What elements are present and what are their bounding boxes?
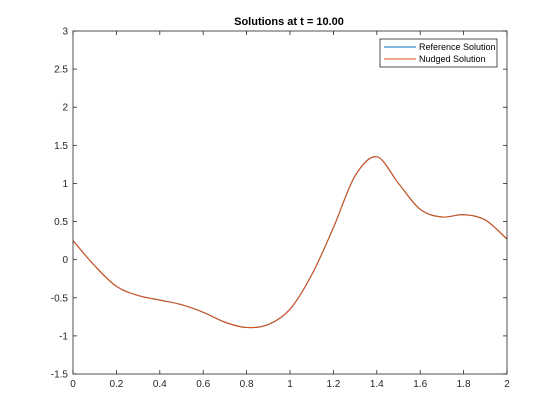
legend-label: Reference Solution <box>419 42 496 52</box>
chart-title: Solutions at t = 10.00 <box>234 16 344 28</box>
y-tick-label: 1 <box>62 179 68 190</box>
y-tick-label: 2 <box>62 103 68 114</box>
plot-area <box>73 31 507 374</box>
x-axis: 0 0.2 0.4 0.6 0.8 1 1.2 1.4 1.6 1.8 2 <box>70 31 510 390</box>
legend-label: Nudged Solution <box>419 54 486 64</box>
y-tick-label: 1.5 <box>54 141 68 152</box>
x-tick-label: 0.2 <box>109 379 123 390</box>
y-tick-label: -1.5 <box>51 370 69 381</box>
x-tick-label: 0.4 <box>153 379 167 390</box>
legend: Reference Solution Nudged Solution <box>379 38 498 68</box>
y-tick-label: -0.5 <box>51 293 69 304</box>
x-tick-label: 2 <box>504 379 510 390</box>
x-tick-label: 0.8 <box>240 379 254 390</box>
series-line-nudged <box>72 156 508 329</box>
y-tick-label: 0.5 <box>54 217 68 228</box>
curves-group <box>72 156 508 329</box>
x-tick-label: 1.6 <box>413 379 427 390</box>
y-tick-label: 0 <box>62 255 68 266</box>
x-tick-label: 0.6 <box>196 379 210 390</box>
x-tick-label: 1.2 <box>326 379 340 390</box>
y-tick-label: -1 <box>59 331 68 342</box>
x-tick-label: 1 <box>287 379 293 390</box>
x-tick-label: 1.8 <box>457 379 471 390</box>
y-tick-label: 2.5 <box>54 65 68 76</box>
x-tick-label: 0 <box>70 379 76 390</box>
y-tick-label: 3 <box>62 27 68 38</box>
y-axis: -1.5 -1 -0.5 0 0.5 1 1.5 2 2.5 3 <box>51 27 507 381</box>
x-tick-label: 1.4 <box>370 379 384 390</box>
legend-box <box>379 38 498 68</box>
